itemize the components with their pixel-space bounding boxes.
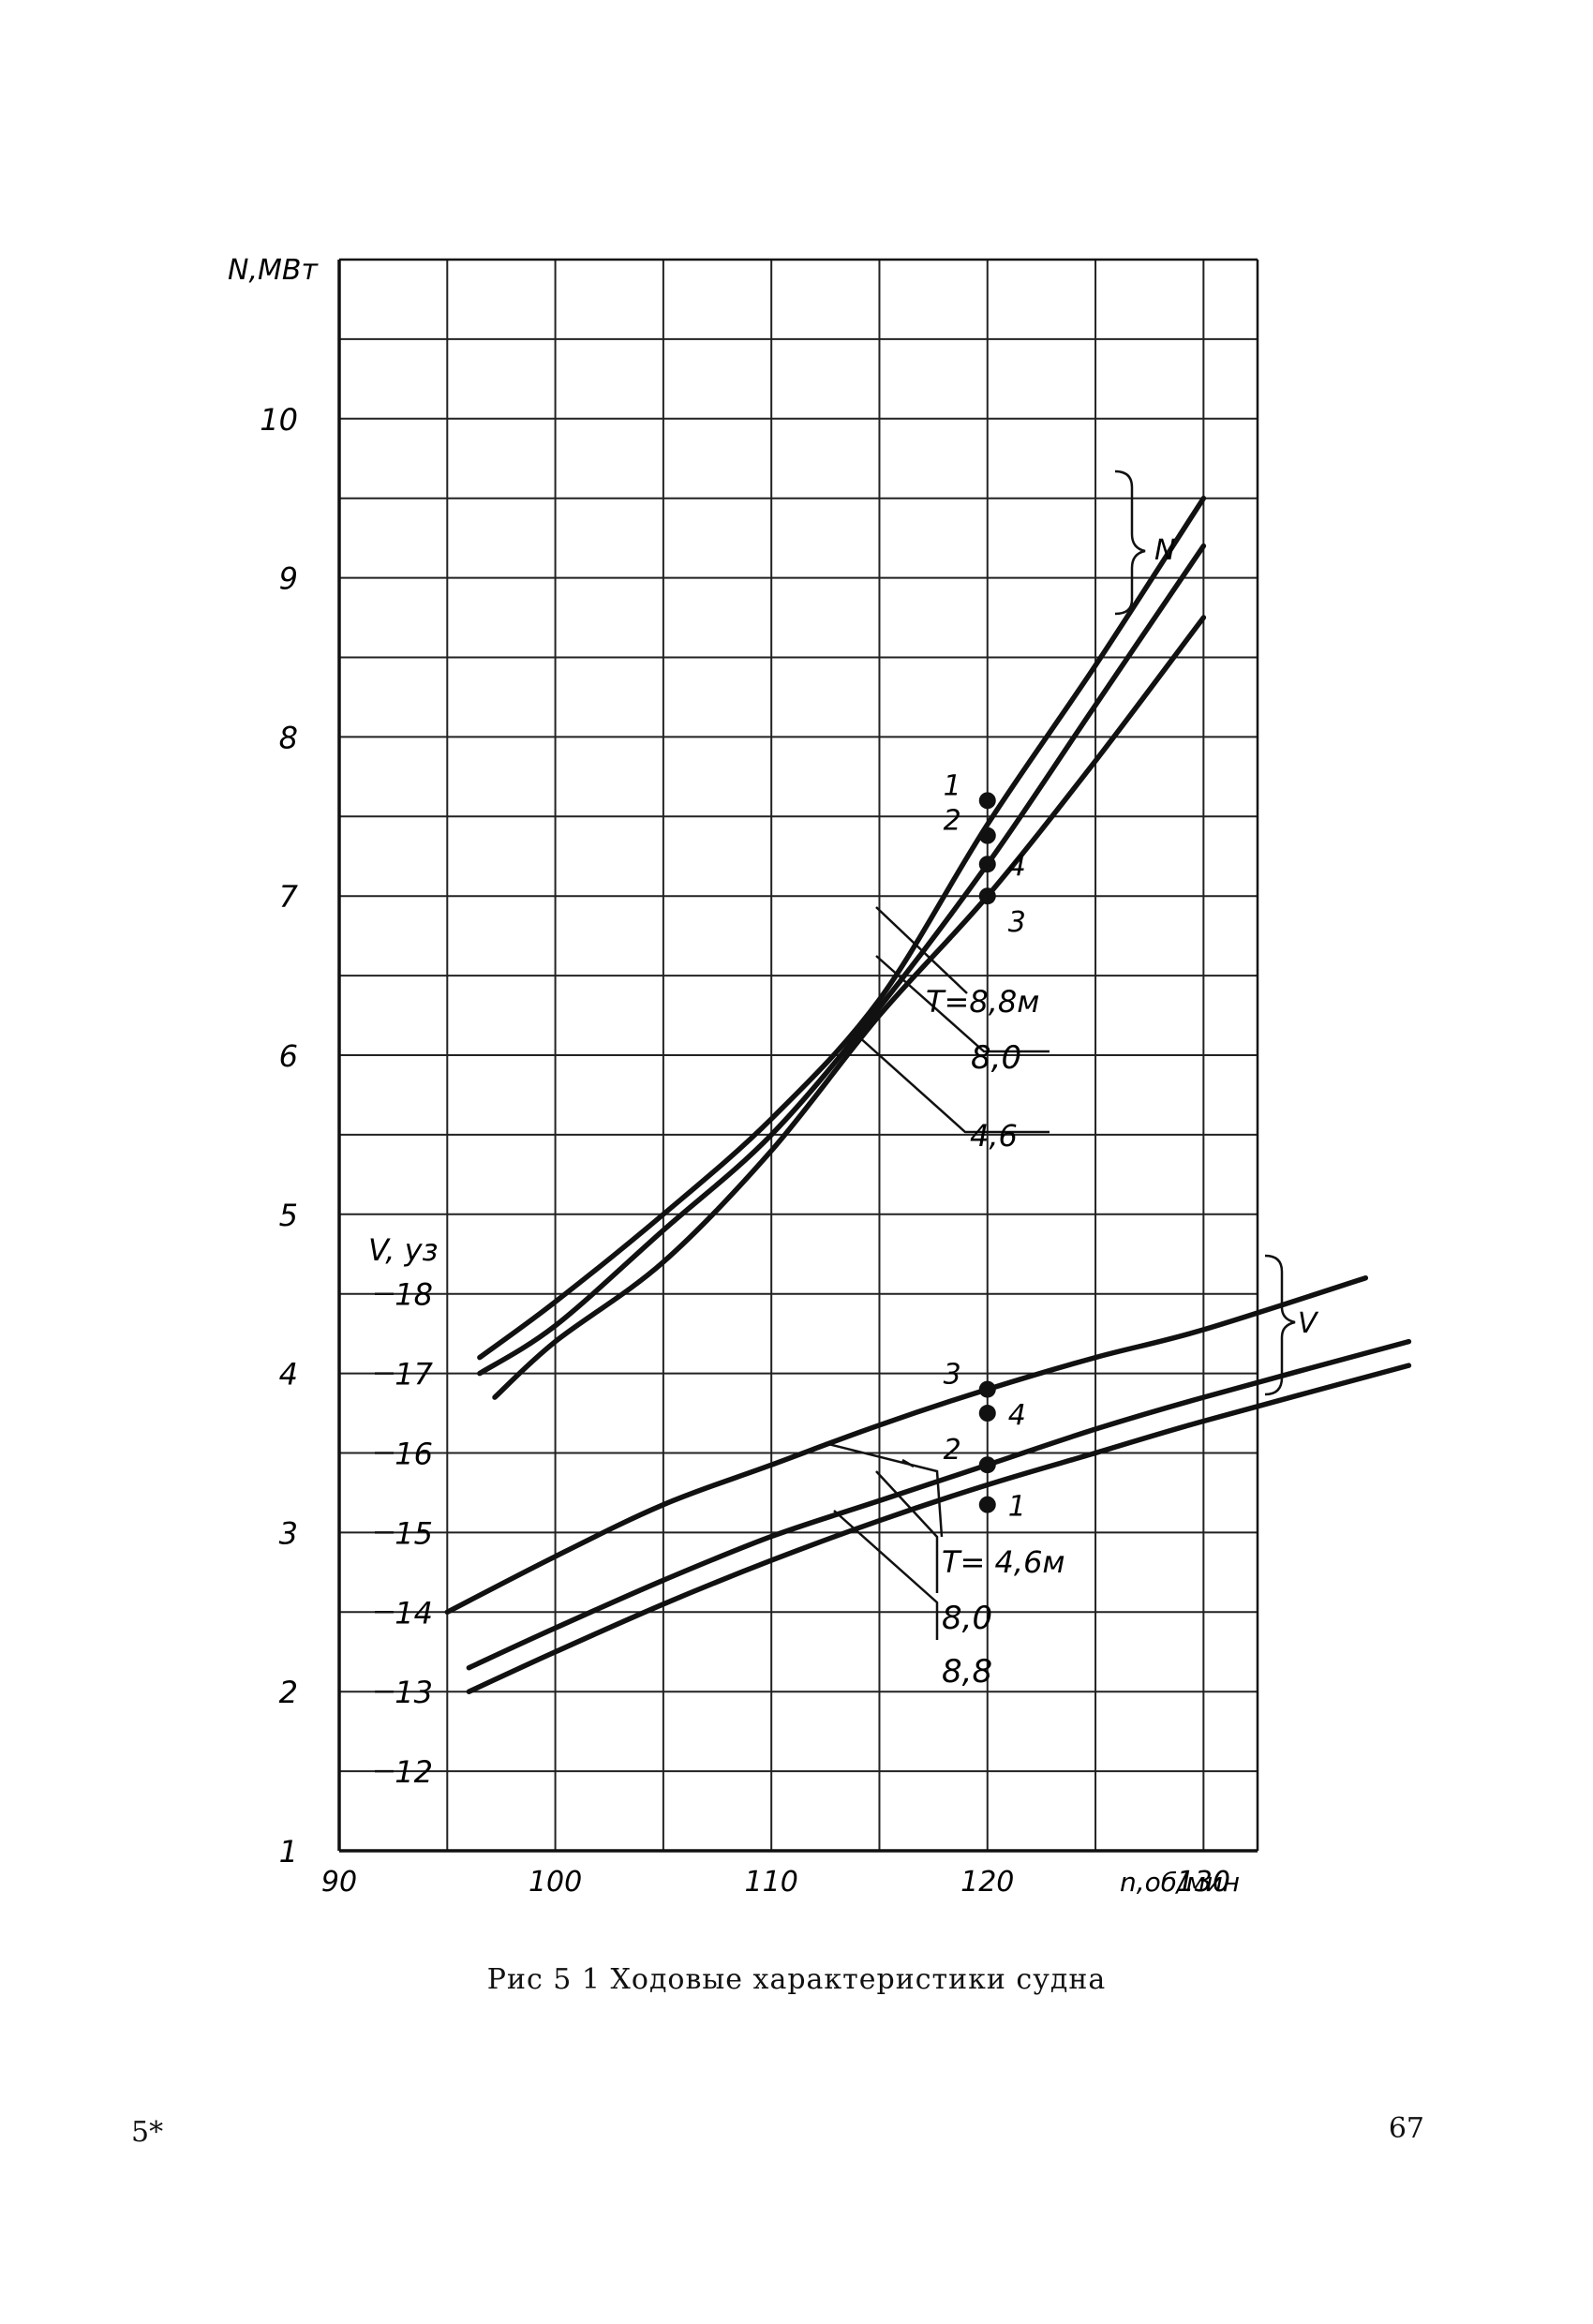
grid-lines: [337, 258, 1259, 1853]
speed-curve-8-8: [466, 1363, 1412, 1694]
marked-point-label: 4: [1008, 1399, 1026, 1432]
marked-point-speed: [978, 1456, 996, 1474]
curves: [444, 495, 1412, 1694]
y-tick-speed-label: 16: [395, 1437, 433, 1472]
y-tick-power-label: 8: [279, 720, 298, 755]
marked-point-label: 3: [1008, 906, 1026, 939]
speed-curve-4-6: [444, 1274, 1369, 1616]
y-tick-speed-label: 14: [395, 1595, 433, 1631]
page-number: 67: [1388, 2112, 1424, 2145]
x-tick-label: 120: [960, 1866, 1014, 1899]
speed-curve-8-0: [466, 1338, 1412, 1671]
marked-point-label: 2: [944, 1434, 961, 1467]
y-tick-power-label: 7: [279, 879, 299, 915]
y-tick-power-label: 9: [279, 561, 298, 597]
y-axis-power-label: N,МВт: [228, 254, 319, 287]
y-tick-power-label: 5: [279, 1198, 298, 1233]
x-tick-label: 110: [745, 1866, 798, 1899]
marked-point-label: 3: [944, 1359, 961, 1392]
annotation-power-8-0: 8,0: [971, 1039, 1021, 1077]
y-tick-speed-label: 13: [395, 1675, 433, 1710]
y-tick-power-label: 10: [260, 402, 298, 438]
marked-point-power: [978, 887, 996, 905]
annotation-speed-4-6: T= 4,6м: [942, 1544, 1065, 1580]
marked-point-power: [978, 856, 996, 873]
marked-point-power: [978, 827, 996, 844]
marked-point-speed: [978, 1496, 996, 1513]
marked-point-label: 1: [944, 769, 961, 802]
y-tick-power-label: 4: [279, 1357, 298, 1393]
y-tick-power-label: 2: [279, 1675, 298, 1710]
power-curve-4-6: [492, 615, 1207, 1400]
y-tick-power-label: 6: [279, 1038, 298, 1074]
marked-point-label: 1: [1008, 1491, 1026, 1524]
x-tick-label: 130: [1177, 1866, 1230, 1899]
annotation-speed-8-0: 8,0: [942, 1600, 992, 1637]
y-tick-speed-label: 17: [395, 1357, 433, 1393]
marked-point-speed: [978, 1380, 996, 1398]
brace-v-label: V: [1298, 1307, 1319, 1340]
figure-caption: Рис 5 1 Ходовые характеристики судна: [486, 1963, 1107, 1996]
x-tick-label: 90: [321, 1866, 357, 1899]
y-tick-speed-label: 12: [395, 1754, 433, 1790]
brace-n: [1114, 469, 1146, 616]
footer-signature-mark: 5*: [131, 2116, 164, 2149]
annotation-power-8-8: T=8,8м: [926, 984, 1039, 1020]
y-tick-power-label: 3: [279, 1515, 298, 1551]
y-axis-speed-label: V, уз: [368, 1232, 439, 1268]
x-axis-label: n,об/мин: [1120, 1867, 1240, 1898]
marked-point-label: 2: [944, 805, 961, 838]
y-tick-speed-label: 15: [395, 1515, 433, 1551]
y-tick-power-label: 1: [279, 1834, 298, 1870]
annotation-leaders: [824, 906, 1050, 1640]
brace-n-label: N: [1154, 534, 1175, 567]
power-curve-8-8: [477, 495, 1207, 1361]
x-tick-label: 100: [529, 1866, 582, 1899]
brace-v: [1264, 1254, 1296, 1396]
annotation-power-4-6: 4,6: [970, 1118, 1018, 1154]
y-tick-speed-label: 18: [395, 1277, 433, 1313]
marked-point-label: 4: [1008, 850, 1026, 883]
marked-point-power: [978, 792, 996, 810]
marked-point-speed: [978, 1405, 996, 1423]
annotation-speed-8-8: 8,8: [942, 1653, 992, 1691]
power-curve-8-0: [477, 543, 1207, 1377]
